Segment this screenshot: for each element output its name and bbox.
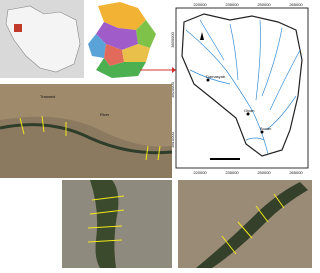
place-label: Giyan xyxy=(244,108,254,113)
province-map xyxy=(86,0,176,80)
x-tick-bottom: 250000 xyxy=(257,170,271,175)
y-tick: 3810000 xyxy=(170,131,175,147)
place-dot xyxy=(246,112,250,116)
place-dot xyxy=(260,130,264,134)
vegetation xyxy=(196,182,308,268)
satellite-photo xyxy=(178,180,312,268)
province-highlight xyxy=(14,24,22,32)
region xyxy=(104,44,124,66)
satellite-photo xyxy=(62,180,172,268)
place-label: Bozan xyxy=(260,126,271,131)
terrain xyxy=(0,116,172,178)
y-tick: 3830000 xyxy=(170,31,175,47)
vegetation xyxy=(90,180,119,268)
satellite-photo: Transect River xyxy=(0,84,173,178)
page: 220000 235000 250000 265000 220000 23500… xyxy=(0,0,312,268)
x-tick-top: 265000 xyxy=(289,2,303,7)
place-label: Damasyab xyxy=(206,74,226,79)
x-tick-bottom: 220000 xyxy=(193,170,207,175)
transects xyxy=(221,193,285,255)
region xyxy=(88,34,106,58)
region xyxy=(96,58,146,78)
photo-label: Transect xyxy=(40,94,56,99)
transects xyxy=(19,115,161,161)
transects xyxy=(87,195,125,243)
photo-label: River xyxy=(100,112,110,117)
figure: 220000 235000 250000 265000 220000 23500… xyxy=(0,0,312,268)
scale-bar xyxy=(210,158,240,160)
arrow-head xyxy=(172,67,176,73)
region xyxy=(96,22,138,50)
x-tick-top: 250000 xyxy=(257,2,271,7)
region xyxy=(136,20,156,48)
x-tick-top: 235000 xyxy=(225,2,239,7)
study-map: 220000 235000 250000 265000 220000 23500… xyxy=(170,2,309,175)
region xyxy=(122,44,150,62)
x-tick-top: 220000 xyxy=(193,2,207,7)
map-frame xyxy=(175,7,309,169)
watershed-boundary xyxy=(181,13,303,157)
x-tick-bottom: 235000 xyxy=(225,170,239,175)
x-tick-bottom: 265000 xyxy=(289,170,303,175)
place-dot xyxy=(206,78,210,82)
iran-shape xyxy=(5,5,81,73)
iran-map xyxy=(0,0,84,78)
north-arrow xyxy=(200,32,204,40)
region xyxy=(98,2,146,30)
y-tick: 3820000 xyxy=(170,81,175,97)
